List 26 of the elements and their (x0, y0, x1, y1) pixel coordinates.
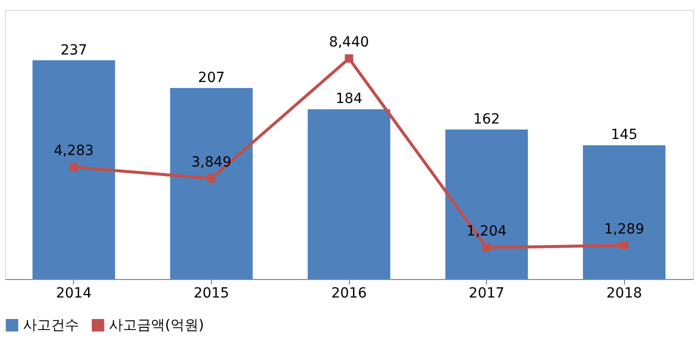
data-label: 207 (198, 70, 225, 86)
data-label: 145 (610, 127, 638, 144)
bar (32, 60, 116, 279)
bar (308, 109, 390, 279)
x-tick-label: 2015 (194, 286, 230, 302)
data-label: 8,440 (328, 34, 370, 51)
point (344, 54, 354, 63)
x-tick-label: 2014 (56, 286, 92, 302)
bar (582, 145, 666, 279)
point (482, 243, 491, 252)
data-label: 4,283 (54, 143, 94, 160)
point (70, 162, 78, 172)
data-label: 184 (336, 91, 362, 108)
point (620, 241, 628, 250)
x-tick-label: 2017 (468, 286, 504, 302)
data-label: 3,849 (191, 154, 232, 170)
x-tick-label: 2016 (331, 286, 367, 302)
legend-label: 사고금액(억원) (109, 317, 204, 334)
legend-label: 사고건수 (23, 317, 79, 334)
point (207, 174, 216, 183)
bar (170, 88, 253, 279)
data-label: 1,289 (604, 221, 644, 238)
data-label: 162 (473, 112, 500, 128)
x-tick-label: 2018 (606, 286, 642, 302)
bar (445, 130, 528, 279)
data-label: 237 (60, 42, 88, 58)
